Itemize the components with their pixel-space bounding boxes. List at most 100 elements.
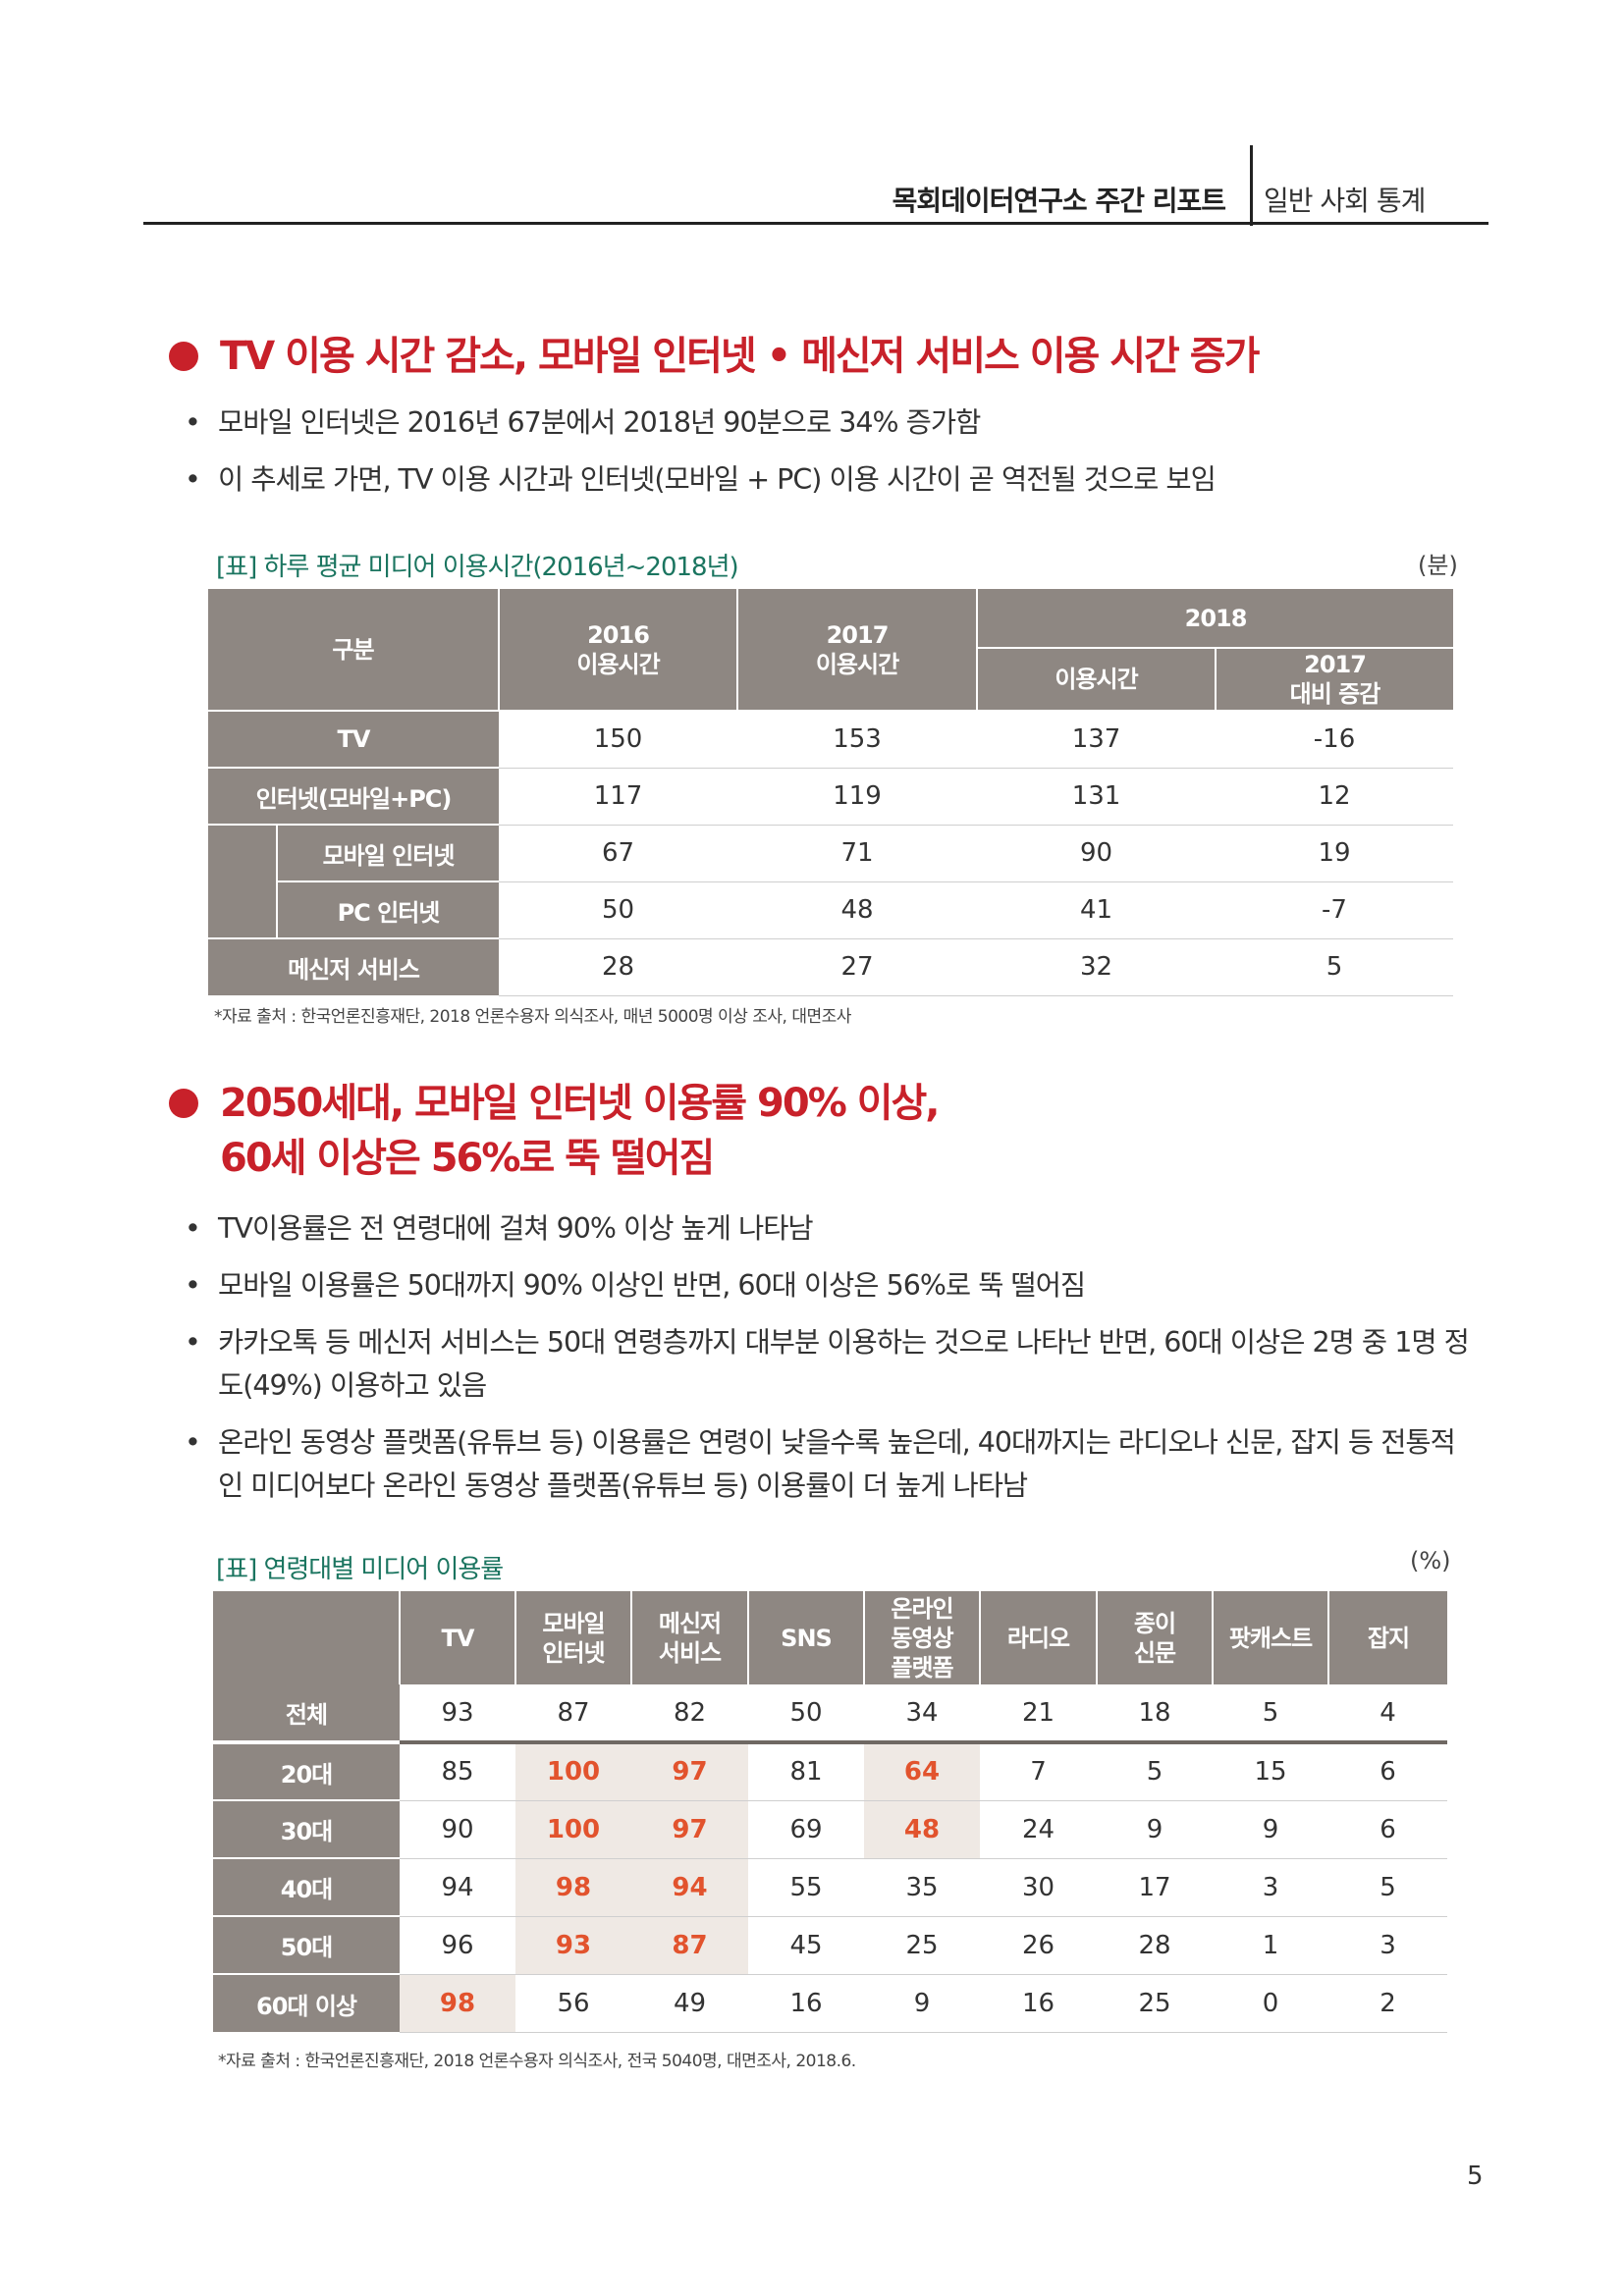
- row-label: 메신저 서비스: [208, 938, 500, 995]
- cell: 50: [499, 881, 738, 939]
- column-header-line: 팟캐스트: [1228, 1624, 1313, 1652]
- table-row: 전체 93 87 82 50 34 21 18 5 4: [213, 1684, 1447, 1744]
- table-body: 전체 93 87 82 50 34 21 18 5 4 20대 85 100 97 81 64 7 5 15 6 30대…: [213, 1684, 1447, 2033]
- column-header-line: 서비스: [658, 1638, 722, 1667]
- cell: 9: [864, 1974, 980, 2033]
- table-row: 모바일 인터넷 67 71 90 19: [208, 825, 1454, 939]
- cell: 153: [737, 711, 978, 769]
- cell: 28: [1097, 1916, 1213, 1975]
- header-year: 2017: [826, 620, 890, 649]
- cell: 27: [737, 938, 978, 996]
- column-header-line: TV: [441, 1624, 475, 1652]
- table-header-row: TV 모바일 인터넷 메신저 서비스 SNS 온라인 동영상 플랫폼 라디오 종이 신문 팟캐스트 잡지: [213, 1591, 1447, 1684]
- column-header: 팟캐스트: [1213, 1591, 1329, 1684]
- cell: 9: [1097, 1800, 1213, 1859]
- cell: 93: [400, 1684, 515, 1744]
- cell: 21: [980, 1684, 1097, 1744]
- cell: 82: [631, 1684, 748, 1744]
- cell: 9: [1213, 1800, 1328, 1859]
- row-label: 30대: [213, 1800, 400, 1859]
- cell: 26: [980, 1916, 1097, 1975]
- bullet-dot-icon: [169, 342, 198, 371]
- header-change: 2017 대비 증감: [1216, 648, 1454, 712]
- table-row: 50대 96 93 87 45 25 26 28 1 3: [213, 1916, 1447, 1975]
- cell: 45: [748, 1916, 864, 1975]
- list-item: 모바일 인터넷은 2016년 67분에서 2018년 90분으로 34% 증가함: [177, 401, 1473, 445]
- table1-source-note: *자료 출처 : 한국언론진흥재단, 2018 언론수용자 의식조사, 매년 5…: [214, 1007, 851, 1027]
- cell: 25: [1097, 1974, 1213, 2033]
- cell: 6: [1328, 1742, 1447, 1801]
- cell: 3: [1328, 1916, 1447, 1975]
- cell: 17: [1097, 1858, 1213, 1917]
- column-header-line: 메신저: [658, 1609, 722, 1637]
- cell: 119: [737, 768, 978, 826]
- header-change-year: 2017: [1304, 651, 1367, 678]
- header-2018: 2018: [977, 589, 1454, 649]
- cell: 98: [400, 1974, 515, 2033]
- cell: 87: [631, 1916, 748, 1975]
- cell: 12: [1216, 768, 1454, 826]
- header-rule: [143, 222, 1488, 225]
- column-header: 종이 신문: [1097, 1591, 1214, 1684]
- table-row: 인터넷(모바일+PC) 117 119 131 12: [208, 768, 1454, 826]
- column-header-line: 모바일: [542, 1609, 605, 1637]
- cell: 4: [1328, 1684, 1447, 1744]
- list-item: 온라인 동영상 플랫폼(유튜브 등) 이용률은 연령이 낮을수록 높은데, 40…: [177, 1421, 1473, 1508]
- cell: 0: [1213, 1974, 1328, 2033]
- section2-title-line1: 2050세대, 모바일 인터넷 이용률 90% 이상,: [220, 1081, 940, 1126]
- cell: 49: [631, 1974, 748, 2033]
- cell: 5: [1213, 1684, 1328, 1744]
- cell: 5: [1097, 1742, 1213, 1801]
- cell: 30: [980, 1858, 1097, 1917]
- column-header-line: 동영상: [891, 1624, 953, 1652]
- column-header-line: 잡지: [1367, 1624, 1410, 1652]
- cell: 81: [748, 1742, 864, 1801]
- header-change-label: 대비 증감: [1289, 680, 1381, 708]
- column-header: 온라인 동영상 플랫폼: [864, 1591, 981, 1684]
- table-row: 20대 85 100 97 81 64 7 5 15 6: [213, 1742, 1447, 1801]
- column-header-line: 라디오: [1006, 1624, 1070, 1652]
- row-label: 20대: [213, 1742, 400, 1801]
- header-corner: [213, 1591, 401, 1684]
- cell: -7: [1216, 881, 1454, 939]
- cell: 69: [748, 1800, 864, 1859]
- row-label: 인터넷(모바일+PC): [208, 768, 500, 826]
- cell: 96: [400, 1916, 515, 1975]
- cell: 131: [977, 768, 1217, 826]
- cell: 1: [1213, 1916, 1328, 1975]
- cell: 90: [977, 825, 1217, 882]
- cell: 67: [499, 825, 738, 882]
- cell: 48: [737, 881, 978, 939]
- cell: 35: [864, 1858, 980, 1917]
- cell: 85: [400, 1742, 515, 1801]
- row-label: 60대 이상: [213, 1974, 400, 2032]
- header-group: 구분: [208, 589, 501, 712]
- cell: 3: [1213, 1858, 1328, 1917]
- cell: 64: [864, 1742, 980, 1801]
- row-label: PC 인터넷: [277, 881, 500, 939]
- table-row: 메신저 서비스 28 27 32 5: [208, 938, 1454, 996]
- list-item: 모바일 이용률은 50대까지 90% 이상인 반면, 60대 이상은 56%로 …: [177, 1264, 1473, 1308]
- cell: 15: [1213, 1742, 1328, 1801]
- age-media-usage-table: TV 모바일 인터넷 메신저 서비스 SNS 온라인 동영상 플랫폼 라디오 종이 신문 팟캐스트 잡지 …: [213, 1591, 1447, 2033]
- cell: 25: [864, 1916, 980, 1975]
- cell: 16: [748, 1974, 864, 2033]
- column-header: 모바일 인터넷: [515, 1591, 632, 1684]
- list-item: 카카오톡 등 메신저 서비스는 50대 연령층까지 대부분 이용하는 것으로 나…: [177, 1321, 1473, 1408]
- column-header: 라디오: [980, 1591, 1098, 1684]
- cell: 150: [499, 711, 738, 769]
- section2-title-line2: 60세 이상은 56%로 뚝 떨어짐: [220, 1136, 715, 1181]
- table-row: 60대 이상 98 56 49 16 9 16 25 0 2: [213, 1974, 1447, 2033]
- cell: 71: [737, 825, 978, 882]
- row-label: TV: [208, 711, 500, 769]
- cell: 5: [1216, 938, 1454, 996]
- cell: 48: [864, 1800, 980, 1859]
- cell: 97: [631, 1800, 748, 1859]
- column-header: 메신저 서비스: [631, 1591, 749, 1684]
- header-2017: 2017 이용시간: [737, 589, 979, 712]
- table-row: 30대 90 100 97 69 48 24 9 9 6: [213, 1800, 1447, 1859]
- cell: 94: [631, 1858, 748, 1917]
- list-item: 이 추세로 가면, TV 이용 시간과 인터넷(모바일 + PC) 이용 시간이…: [177, 458, 1473, 502]
- cell: 137: [977, 711, 1217, 769]
- report-title: 목회데이터연구소 주간 리포트: [892, 185, 1226, 217]
